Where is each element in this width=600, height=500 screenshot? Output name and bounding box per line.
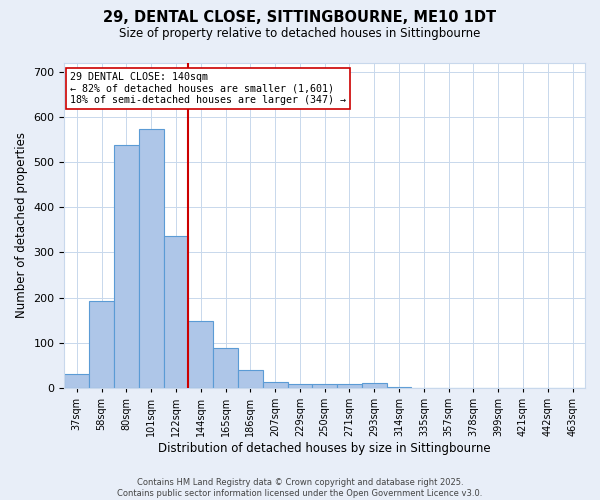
- Bar: [213, 348, 238, 388]
- Bar: [313, 384, 337, 388]
- Bar: [287, 384, 313, 388]
- Text: 29 DENTAL CLOSE: 140sqm
← 82% of detached houses are smaller (1,601)
18% of semi: 29 DENTAL CLOSE: 140sqm ← 82% of detache…: [70, 72, 346, 106]
- Bar: [64, 374, 89, 388]
- Y-axis label: Number of detached properties: Number of detached properties: [15, 132, 28, 318]
- Bar: [263, 382, 287, 388]
- Text: 29, DENTAL CLOSE, SITTINGBOURNE, ME10 1DT: 29, DENTAL CLOSE, SITTINGBOURNE, ME10 1D…: [103, 10, 497, 25]
- Bar: [386, 386, 412, 388]
- Text: Size of property relative to detached houses in Sittingbourne: Size of property relative to detached ho…: [119, 28, 481, 40]
- Bar: [337, 384, 362, 388]
- Bar: [114, 145, 139, 388]
- Text: Contains HM Land Registry data © Crown copyright and database right 2025.
Contai: Contains HM Land Registry data © Crown c…: [118, 478, 482, 498]
- Bar: [188, 321, 213, 388]
- Bar: [164, 236, 188, 388]
- Bar: [238, 370, 263, 388]
- X-axis label: Distribution of detached houses by size in Sittingbourne: Distribution of detached houses by size …: [158, 442, 491, 455]
- Bar: [89, 301, 114, 388]
- Bar: [362, 383, 386, 388]
- Bar: [139, 130, 164, 388]
